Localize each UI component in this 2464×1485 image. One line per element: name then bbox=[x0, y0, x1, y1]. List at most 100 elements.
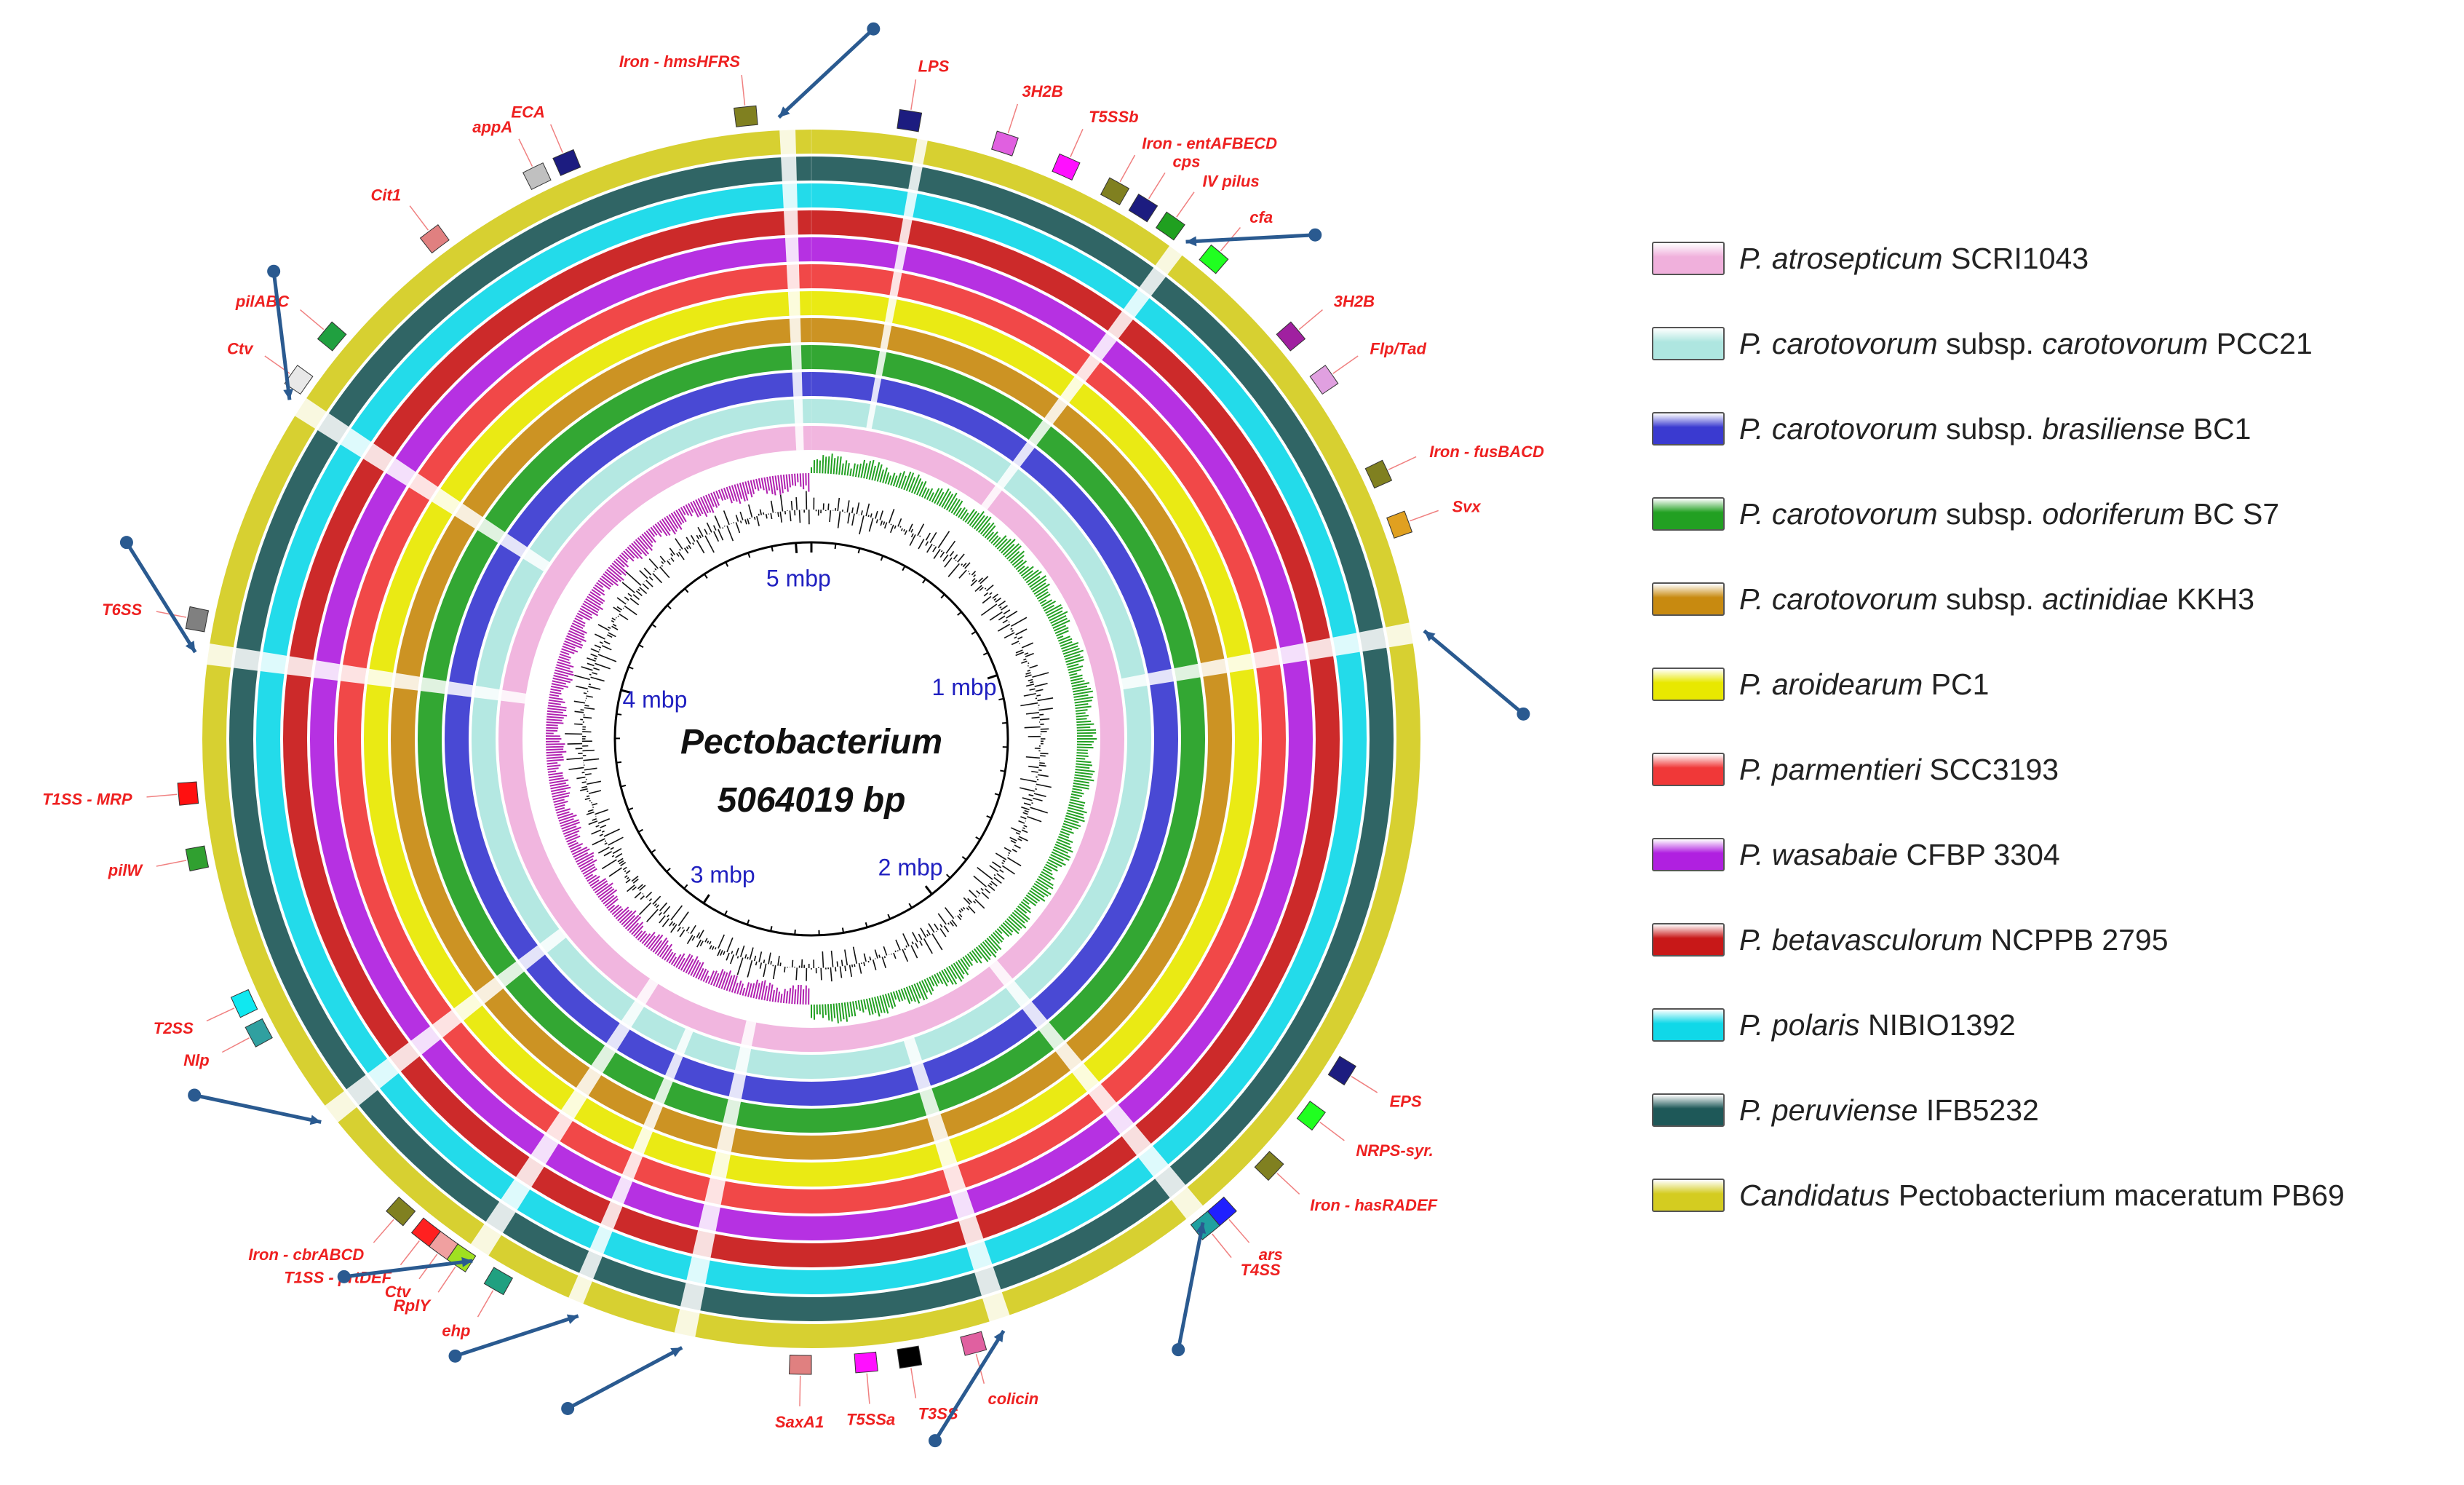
gc-content-bar bbox=[837, 497, 840, 512]
gc-skew-bar bbox=[966, 510, 977, 525]
gc-content-bar bbox=[777, 512, 779, 517]
gc-skew-bar bbox=[641, 933, 651, 944]
gc-skew-bar bbox=[611, 906, 622, 916]
gc-skew-bar bbox=[557, 658, 571, 665]
gc-skew-bar bbox=[599, 577, 612, 587]
gc-skew-bar bbox=[1076, 726, 1091, 729]
ring-gap bbox=[340, 427, 372, 458]
gc-skew-bar bbox=[857, 463, 862, 478]
gc-content-bar bbox=[595, 662, 611, 670]
legend-swatch bbox=[1652, 1179, 1725, 1212]
annotation-leader bbox=[206, 1007, 235, 1022]
gc-content-bar bbox=[617, 858, 624, 863]
gc-content-bar bbox=[592, 818, 597, 821]
gc-content-bar bbox=[902, 933, 910, 947]
gc-skew-bar bbox=[916, 481, 923, 496]
gc-skew-bar bbox=[1033, 583, 1050, 595]
gc-content-bar bbox=[806, 491, 808, 510]
gc-content-bar bbox=[586, 695, 593, 698]
gc-content-bar bbox=[1025, 652, 1034, 657]
legend-label: P. atrosepticum SCRI1043 bbox=[1739, 242, 2089, 276]
gc-skew-bar bbox=[953, 500, 963, 515]
tick-mark bbox=[902, 566, 906, 571]
gc-skew-bar bbox=[581, 863, 595, 873]
gc-content-bar bbox=[1022, 797, 1033, 801]
gc-content-bar bbox=[594, 657, 597, 660]
gc-content-bar bbox=[581, 785, 588, 788]
gc-content-bar bbox=[739, 945, 745, 957]
gc-skew-bar bbox=[561, 648, 575, 654]
gc-skew-bar bbox=[1067, 809, 1084, 816]
gc-content-bar bbox=[581, 772, 585, 774]
gc-content-bar bbox=[1018, 820, 1025, 824]
gc-skew-bar bbox=[552, 677, 571, 684]
gc-skew-bar bbox=[692, 500, 702, 517]
gc-skew-bar bbox=[958, 959, 969, 975]
gc-content-bar bbox=[696, 539, 705, 554]
gc-skew-bar bbox=[990, 933, 1001, 944]
ring-gap bbox=[786, 264, 800, 290]
legend-species: P. aroidearum bbox=[1739, 667, 1923, 701]
ring-gap bbox=[589, 1225, 613, 1255]
gc-skew-bar bbox=[736, 980, 742, 994]
gc-skew-bar bbox=[610, 564, 622, 576]
annotation-leader bbox=[1070, 128, 1084, 157]
gc-skew-bar bbox=[913, 983, 921, 999]
gc-skew-bar bbox=[948, 497, 958, 512]
gc-skew-bar bbox=[1054, 625, 1067, 632]
ring-gap bbox=[545, 1112, 573, 1142]
gc-content-bar bbox=[753, 955, 757, 962]
annotation-label: NRPS-syr. bbox=[1356, 1141, 1433, 1160]
gc-skew-bar bbox=[996, 928, 1003, 935]
gc-skew-bar bbox=[720, 972, 728, 989]
gc-content-bar bbox=[747, 518, 750, 525]
gc-skew-bar bbox=[876, 464, 883, 482]
gc-skew-bar bbox=[631, 922, 644, 935]
gc-content-bar bbox=[670, 557, 675, 562]
gc-skew-bar bbox=[637, 930, 646, 940]
gc-skew-bar bbox=[546, 726, 559, 729]
gc-skew-bar bbox=[715, 969, 724, 988]
gc-skew-bar bbox=[552, 680, 567, 685]
gc-skew-bar bbox=[852, 463, 856, 477]
gc-skew-bar bbox=[780, 994, 783, 1003]
gc-skew-bar bbox=[763, 986, 768, 1001]
gc-skew-bar bbox=[846, 1002, 851, 1018]
gc-content-bar bbox=[1030, 807, 1048, 814]
gc-content-bar bbox=[670, 905, 683, 921]
gc-skew-bar bbox=[645, 935, 656, 948]
gc-skew-bar bbox=[1006, 918, 1020, 931]
gc-skew-bar bbox=[943, 494, 954, 510]
gc-skew-bar bbox=[1014, 559, 1024, 569]
gc-skew-bar bbox=[547, 716, 564, 719]
gc-content-bar bbox=[981, 603, 998, 617]
gc-skew-bar bbox=[1064, 654, 1081, 660]
gc-content-bar bbox=[592, 803, 598, 806]
genome-size: 5064019 bp bbox=[718, 781, 906, 820]
gc-content-bar bbox=[603, 828, 620, 837]
gc-skew-bar bbox=[603, 895, 615, 905]
gc-skew-bar bbox=[556, 664, 571, 670]
gc-skew-bar bbox=[585, 598, 603, 611]
gc-content-bar bbox=[1015, 831, 1020, 835]
ring-gap bbox=[908, 165, 923, 192]
gc-skew-bar bbox=[763, 477, 768, 494]
gc-content-bar bbox=[1029, 665, 1038, 669]
gc-skew-bar bbox=[654, 523, 663, 534]
gc-skew-bar bbox=[1075, 768, 1095, 773]
ring-gap bbox=[485, 1201, 517, 1234]
gc-content-bar bbox=[928, 923, 935, 933]
ring-gap bbox=[1332, 633, 1361, 656]
gc-content-bar bbox=[889, 524, 894, 534]
gc-skew-bar bbox=[1070, 799, 1086, 804]
gc-skew-bar bbox=[1066, 659, 1084, 666]
gc-content-bar bbox=[608, 867, 622, 877]
gc-skew-bar bbox=[643, 932, 656, 946]
annotation-label: pilW bbox=[108, 861, 144, 879]
gc-content-bar bbox=[847, 512, 851, 524]
gc-skew-bar bbox=[768, 984, 774, 1002]
gc-skew-bar bbox=[1062, 825, 1073, 831]
ring-gap bbox=[539, 928, 567, 954]
gc-skew-bar bbox=[1050, 853, 1064, 862]
gc-skew-bar bbox=[715, 490, 720, 499]
